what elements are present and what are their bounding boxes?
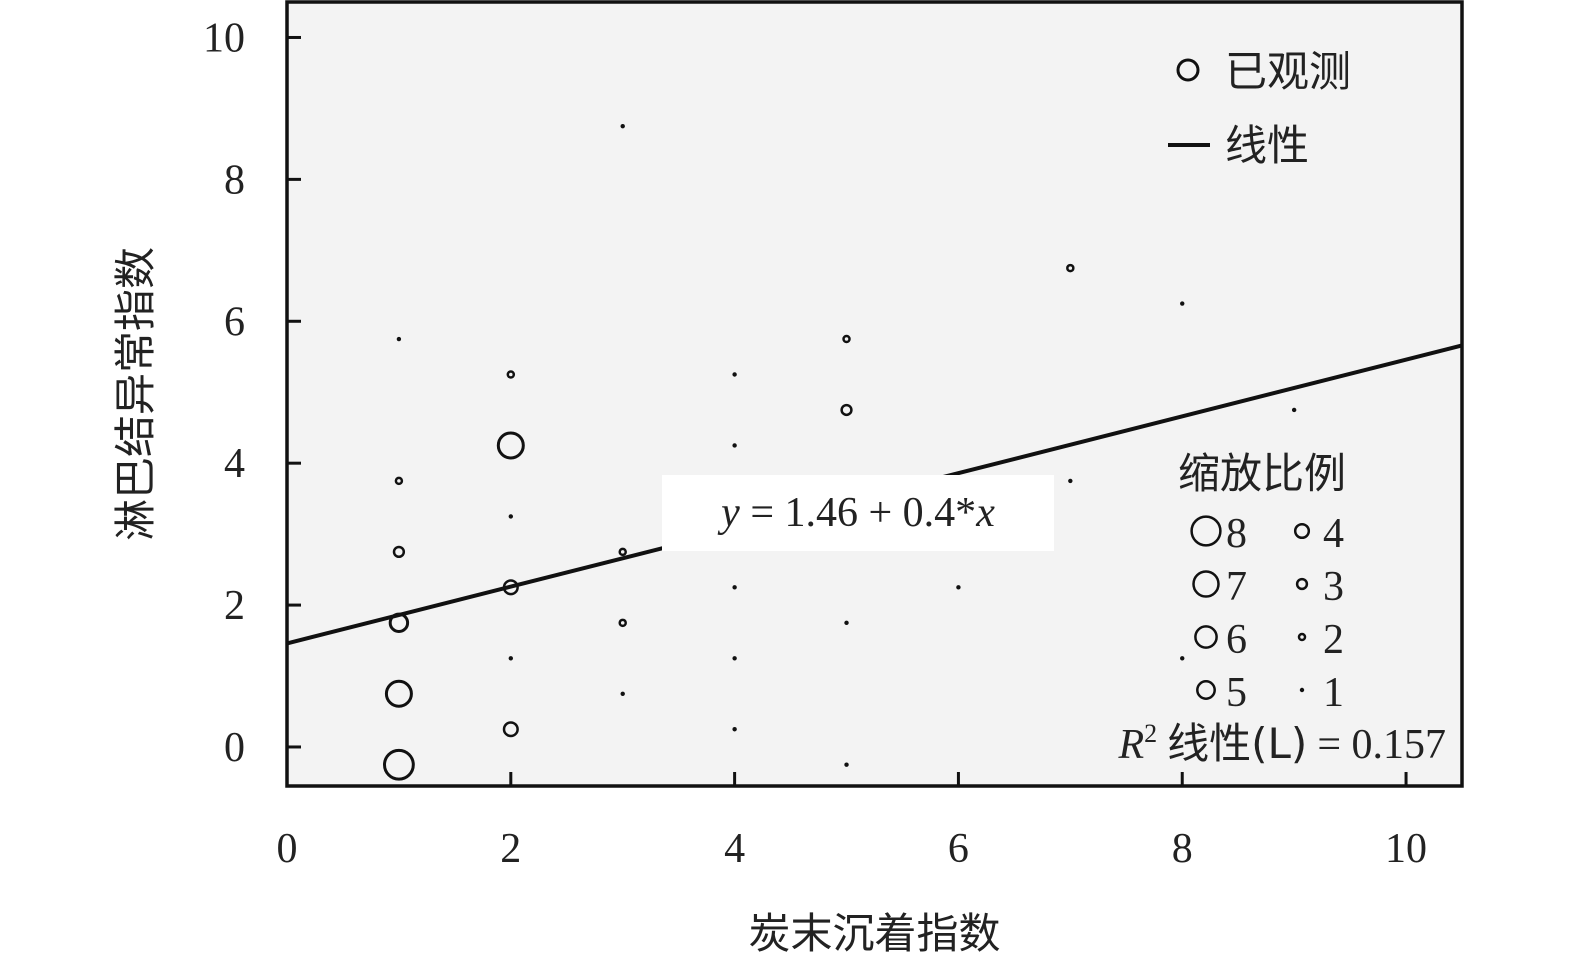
y-tick-label: 4 — [224, 441, 245, 487]
size-scale-value: 1 — [1323, 670, 1344, 716]
data-point — [732, 656, 737, 661]
x-tick-label: 0 — [277, 826, 298, 872]
data-point — [1180, 656, 1185, 661]
size-scale-marker — [1297, 632, 1307, 642]
data-point — [396, 336, 402, 342]
equation-part: x — [975, 490, 995, 536]
data-point — [1180, 301, 1185, 306]
y-tick-label: 2 — [224, 583, 245, 629]
equation-background — [662, 475, 1054, 551]
size-scale-value: 4 — [1323, 511, 1344, 557]
data-point — [956, 585, 961, 590]
data-point — [496, 431, 525, 460]
equation-part: = 1.46 + 0.4* — [740, 490, 976, 536]
legend-linear-label: 线性 — [1225, 121, 1309, 170]
data-point — [732, 727, 737, 732]
r-squared-method: 线性(L) — [1167, 719, 1307, 768]
size-scale-title: 缩放比例 — [1178, 449, 1346, 498]
data-point — [502, 721, 519, 738]
size-scale-value: 3 — [1323, 564, 1344, 610]
data-point — [392, 545, 406, 559]
x-tick-label: 8 — [1172, 826, 1193, 872]
plot-area — [287, 2, 1462, 786]
data-point — [618, 547, 627, 557]
data-point — [1068, 478, 1073, 484]
data-point — [840, 403, 853, 417]
r-squared-symbol: R — [1117, 722, 1144, 768]
data-point — [508, 514, 514, 519]
legend-observed-marker — [1176, 58, 1200, 82]
size-scale-value: 7 — [1226, 564, 1247, 610]
size-scale-value: 8 — [1226, 511, 1247, 557]
x-tick-label: 10 — [1385, 826, 1427, 872]
size-scale-marker — [1299, 687, 1305, 693]
size-scale-marker — [1190, 515, 1222, 547]
size-scale-marker — [1194, 625, 1218, 649]
data-point — [620, 691, 625, 696]
size-scale-value: 5 — [1226, 670, 1247, 716]
size-scale-value: 6 — [1226, 617, 1247, 663]
y-axis: 0 2 4 6 8 10 — [203, 15, 301, 771]
x-tick-label: 2 — [500, 826, 521, 872]
data-point — [844, 620, 849, 626]
data-point — [842, 334, 851, 344]
size-scale-items: 8 7 6 5 4 3 2 1 — [1190, 511, 1344, 716]
equation-box: y = 1.46 + 0.4*x — [662, 475, 1054, 551]
data-point — [844, 762, 849, 767]
x-tick-label: 6 — [948, 826, 969, 872]
x-tick-label: 4 — [724, 826, 745, 872]
data-point — [506, 370, 516, 379]
data-point — [732, 443, 737, 448]
y-tick-label: 6 — [224, 299, 245, 345]
size-scale-marker — [1192, 570, 1220, 598]
size-scale-marker — [1295, 577, 1309, 591]
data-point — [1066, 263, 1075, 273]
data-point — [384, 679, 413, 708]
data-point — [620, 123, 625, 129]
legend: 已观测 线性 — [1168, 47, 1351, 170]
x-axis-title: 炭末沉着指数 — [748, 909, 1000, 958]
legend-observed-label: 已观测 — [1225, 47, 1351, 96]
y-tick-label: 10 — [203, 15, 245, 61]
data-point — [618, 618, 627, 628]
y-axis-title: 淋巴结异常指数 — [111, 247, 160, 541]
data-point — [732, 585, 737, 590]
y-tick-label: 8 — [224, 157, 245, 203]
equation-label: y = 1.46 + 0.4*x — [717, 490, 995, 536]
data-points — [383, 123, 1297, 781]
data-point — [732, 372, 737, 377]
y-tick-label: 0 — [224, 725, 245, 771]
equation-part: y — [717, 490, 740, 536]
r-squared-label: R2 线性(L) = 0.157 — [1117, 719, 1446, 768]
size-scale-marker — [1293, 522, 1311, 540]
r-squared-value: = 0.157 — [1317, 722, 1446, 768]
data-point — [383, 748, 415, 781]
x-axis: 0 2 4 6 8 10 — [277, 772, 1427, 872]
size-scale-legend: 缩放比例 8 7 6 5 4 3 2 1 — [1178, 449, 1346, 716]
data-point — [394, 476, 404, 486]
plot-frame — [285, 0, 1464, 788]
data-point — [508, 656, 514, 661]
data-point — [1291, 407, 1297, 413]
size-scale-value: 2 — [1323, 617, 1344, 663]
r-squared-superscript: 2 — [1144, 719, 1157, 748]
size-scale-marker — [1196, 680, 1216, 700]
